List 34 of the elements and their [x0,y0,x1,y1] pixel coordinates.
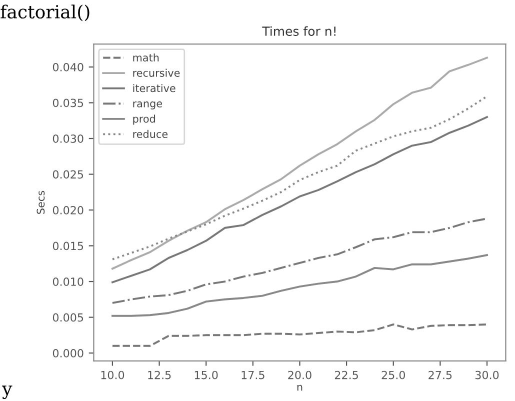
y-tick-label: 0.010 [52,278,84,286]
y-tick-label: 0.000 [52,349,84,358]
x-tick-label: 12.5 [148,370,171,380]
line-series [111,116,488,284]
y-tick-label: 0.005 [52,313,84,322]
y-tick-label: 0.025 [52,170,84,179]
x-tick-label: 15.0 [194,370,218,380]
y-tick-label: 0.015 [52,242,84,250]
legend-label: range [133,101,162,110]
text: y [2,386,12,399]
x-tick-label: 17.5 [242,370,264,380]
x-tick-label: 20.0 [288,370,312,380]
legend-label: math [133,53,159,62]
x-tick-label: 27.5 [428,370,452,380]
y-tick-label: 0.020 [52,206,84,214]
line-series [111,218,488,304]
legend-label: iterative [133,84,176,92]
line-series [111,254,488,317]
y-axis-title: Secs [36,190,45,214]
x-tick-label: 22.5 [334,370,358,380]
y-tick-label: 0.040 [52,62,84,72]
x-tick-label: 25.0 [382,370,405,380]
x-axis-title: n [297,384,302,391]
chart-title: Times for n! [262,26,336,36]
line-series [111,95,488,260]
text: factorial() [0,4,90,22]
x-tick-label: 10.0 [101,370,124,380]
x-tick-label: 30.0 [475,370,499,380]
line-series [111,323,488,347]
y-tick-label: 0.035 [52,98,84,108]
legend-label: reduce [133,130,168,138]
legend-label: recursive [133,68,180,77]
y-tick-label: 0.030 [52,134,84,143]
legend-label: prod [133,114,155,125]
